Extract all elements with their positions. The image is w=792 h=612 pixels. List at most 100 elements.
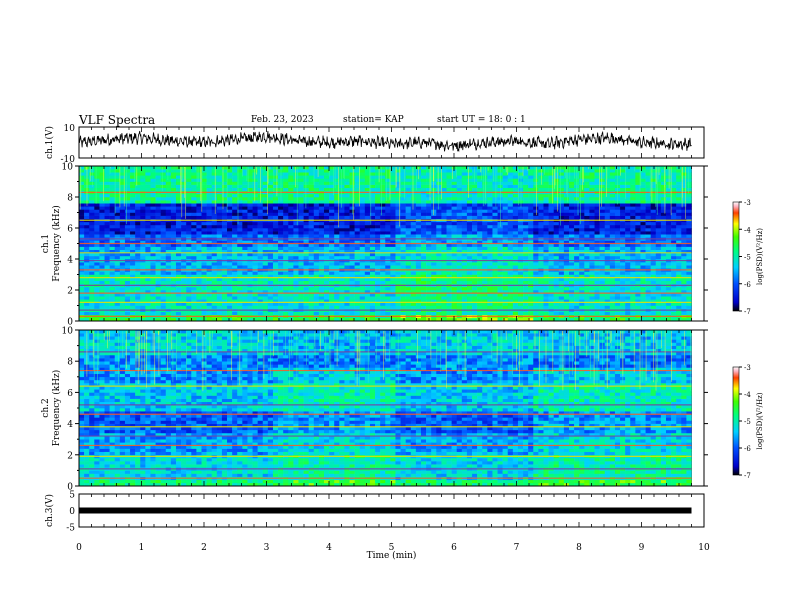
spectrogram-cell <box>487 212 493 216</box>
spectrogram-cell <box>278 209 284 213</box>
spectrogram-cell <box>502 262 509 266</box>
spectrogram-cell <box>124 240 131 244</box>
spectrogram-cell <box>124 231 131 235</box>
spectrogram-cell <box>99 249 105 254</box>
spectrogram-cell <box>99 296 105 300</box>
spectrogram-cell <box>441 193 447 198</box>
spectrogram-cell <box>160 215 167 219</box>
spectrogram-cell <box>130 317 136 322</box>
spectrogram-cell <box>288 249 294 254</box>
spectrogram-cell <box>466 178 473 182</box>
spectrogram-cell <box>114 293 121 297</box>
spectrogram-cell <box>272 231 279 235</box>
spectrogram-cell <box>558 246 565 250</box>
spectrogram-cell <box>502 184 509 188</box>
spectrogram-cell <box>390 265 396 269</box>
spectrogram-cell <box>497 246 503 250</box>
spectrogram-cell <box>523 224 529 229</box>
spectrogram-cell <box>431 200 437 204</box>
spectrogram-cell <box>201 193 207 198</box>
spectrogram-cell <box>201 221 207 226</box>
spectrogram-cell <box>135 252 141 257</box>
spectrogram-cell <box>507 209 514 213</box>
spectrogram-cell <box>512 224 519 229</box>
spectrogram-cell <box>375 252 381 257</box>
spectrogram-cell <box>170 187 177 192</box>
spectrogram-cell <box>145 262 151 266</box>
spectrogram-cell <box>242 262 248 266</box>
spectrogram-cell <box>395 215 401 219</box>
spectrogram-cell <box>563 243 570 247</box>
spectrogram-cell <box>114 296 121 300</box>
spectrogram-cell <box>369 172 376 176</box>
spectrogram-cell <box>426 206 432 210</box>
spectrogram-cell <box>497 200 503 204</box>
spectrogram-cell <box>221 184 228 188</box>
spectrogram-cell <box>329 221 335 226</box>
spectrogram-cell <box>283 277 289 281</box>
spectrogram-cell <box>436 296 442 300</box>
spectrogram-cell <box>548 311 554 316</box>
spectrogram-cell <box>221 252 228 257</box>
spectrogram-cell <box>497 311 503 316</box>
spectrogram-cell <box>313 221 320 226</box>
spectrogram-cell <box>420 311 427 316</box>
spectrogram-cell <box>211 175 218 179</box>
spectrogram-cell <box>140 265 146 269</box>
spectrogram-cell <box>420 181 427 185</box>
spectrogram-cell <box>410 234 417 238</box>
spectrogram-cell <box>160 175 167 179</box>
spectrogram-cell <box>170 265 177 269</box>
spectrogram-cell <box>354 286 361 291</box>
spectrogram-cell <box>140 224 146 229</box>
spectrogram-cell <box>283 302 289 306</box>
spectrogram-cell <box>344 265 350 269</box>
spectrogram-cell <box>293 181 299 185</box>
spectrogram-cell <box>339 181 345 185</box>
spectrogram-cell <box>155 249 161 254</box>
spectrogram-cell <box>288 221 294 226</box>
spectrogram-cell <box>390 271 396 275</box>
spectrogram-cell <box>349 296 355 300</box>
spectrogram-cell <box>201 311 207 316</box>
spectrogram-cell <box>211 206 218 210</box>
spectrogram-cell <box>155 255 161 260</box>
spectrogram-cell <box>232 274 238 278</box>
spectrogram-cell <box>375 166 381 170</box>
spectrogram-cell <box>150 317 156 322</box>
spectrogram-cell <box>446 193 452 198</box>
spectrogram-cell <box>216 187 223 192</box>
spectrogram-cell <box>523 262 529 266</box>
spectrogram-cell <box>456 274 463 278</box>
spectrogram-cell <box>94 212 100 216</box>
spectrogram-cell <box>456 228 463 232</box>
spectrogram-cell <box>201 265 207 269</box>
spectrogram-cell <box>497 209 503 213</box>
spectrogram-cell <box>186 200 192 204</box>
spectrogram-cell <box>477 293 483 297</box>
spectrogram-cell <box>170 249 177 254</box>
spectrogram-cell <box>165 246 172 250</box>
spectrogram-cell <box>155 228 161 232</box>
spectrogram-cell <box>558 212 565 216</box>
spectrogram-cell <box>293 197 299 201</box>
spectrogram-cell <box>272 169 279 173</box>
spectrogram-cell <box>303 181 309 185</box>
spectrogram-cell <box>186 228 192 232</box>
spectrogram-cell <box>574 286 580 291</box>
spectrogram-cell <box>456 265 463 269</box>
spectrogram-cell <box>181 221 187 226</box>
spectrogram-cell <box>523 299 529 303</box>
spectrogram-cell <box>395 181 401 185</box>
spectrogram-cell <box>364 200 371 204</box>
spectrogram-cell <box>538 203 544 207</box>
spectrogram-cell <box>369 221 376 226</box>
spectrogram-cell <box>318 184 325 188</box>
spectrogram-cell <box>119 187 126 192</box>
spectrogram-cell <box>308 221 315 226</box>
spectrogram-cell <box>242 193 248 198</box>
spectrogram-cell <box>94 172 100 176</box>
spectrogram-cell <box>390 178 396 182</box>
spectrogram-cell <box>548 169 554 173</box>
spectrogram-cell <box>390 277 396 281</box>
